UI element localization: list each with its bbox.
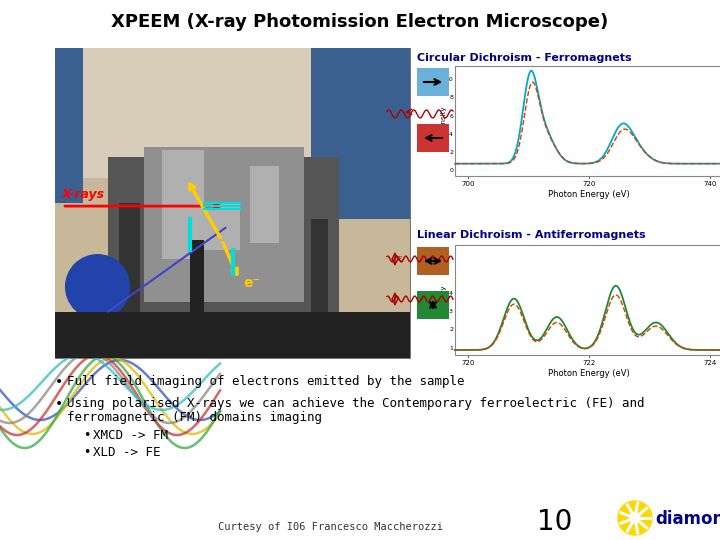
Text: 1: 1 — [449, 346, 453, 350]
Text: 720: 720 — [582, 181, 595, 187]
Bar — [55, 48, 410, 358]
Text: 722: 722 — [582, 360, 595, 366]
Text: E: E — [397, 256, 401, 262]
Text: 700: 700 — [462, 181, 475, 187]
Bar — [417, 124, 449, 152]
Text: XMCD -> FM: XMCD -> FM — [93, 429, 168, 442]
Bar — [119, 203, 140, 342]
Bar — [417, 247, 449, 275]
Text: Curtesy of I06 Francesco Maccherozzi: Curtesy of I06 Francesco Maccherozzi — [217, 522, 443, 532]
Text: 4: 4 — [449, 291, 453, 296]
Text: Circular Dichroism - Ferromagnets: Circular Dichroism - Ferromagnets — [417, 53, 631, 63]
Text: 2: 2 — [449, 327, 453, 332]
Bar — [455, 66, 720, 176]
Text: 10: 10 — [445, 77, 453, 82]
Text: Photon Energy (eV): Photon Energy (eV) — [548, 190, 630, 199]
Text: L₂: L₂ — [610, 88, 619, 98]
Bar — [310, 48, 410, 219]
Bar — [251, 166, 279, 244]
Text: diamond: diamond — [655, 510, 720, 528]
Text: 724: 724 — [703, 360, 716, 366]
Bar — [55, 48, 410, 358]
Text: LaFeO₃: LaFeO₃ — [467, 247, 505, 257]
Text: Photon Energy (eV): Photon Energy (eV) — [548, 369, 630, 378]
Text: Intensity: Intensity — [440, 285, 446, 315]
Text: L₂: L₂ — [467, 259, 477, 269]
Text: e⁻: e⁻ — [243, 276, 260, 289]
Bar — [55, 48, 84, 203]
Text: 10: 10 — [537, 508, 572, 536]
Text: Using polarised X-rays we can achieve the Contemporary ferroelectric (FE) and: Using polarised X-rays we can achieve th… — [67, 397, 644, 410]
Text: •: • — [83, 446, 91, 459]
Bar — [417, 291, 449, 319]
Text: Full field imaging of electrons emitted by the sample: Full field imaging of electrons emitted … — [67, 375, 464, 388]
Bar — [455, 245, 720, 355]
Bar — [55, 312, 410, 358]
Circle shape — [66, 255, 130, 319]
Text: 2: 2 — [449, 150, 453, 155]
Text: ferromagnetic (FM) domains imaging: ferromagnetic (FM) domains imaging — [67, 411, 322, 424]
Bar — [144, 147, 304, 302]
Text: •: • — [55, 375, 63, 389]
Text: 6: 6 — [449, 113, 453, 118]
Text: Intensity: Intensity — [440, 106, 446, 136]
Text: XLD -> FE: XLD -> FE — [93, 446, 161, 459]
Text: Linear Dichroism - Antiferromagnets: Linear Dichroism - Antiferromagnets — [417, 230, 646, 240]
Circle shape — [618, 501, 652, 535]
Text: 4: 4 — [449, 132, 453, 137]
Circle shape — [630, 513, 640, 523]
Bar — [417, 68, 449, 96]
Text: •: • — [83, 429, 91, 442]
Text: 3: 3 — [449, 309, 453, 314]
Bar — [161, 150, 204, 259]
Bar — [204, 203, 240, 249]
Text: Fe: Fe — [480, 70, 493, 80]
Text: 740: 740 — [703, 181, 716, 187]
Text: L₃: L₃ — [530, 70, 539, 80]
Text: XPEEM (X-ray Photomission Electron Microscope): XPEEM (X-ray Photomission Electron Micro… — [112, 13, 608, 31]
Bar — [55, 48, 410, 178]
Bar — [310, 219, 328, 342]
Text: •: • — [55, 397, 63, 411]
Text: 0: 0 — [449, 168, 453, 173]
Bar — [190, 240, 204, 349]
Text: 720: 720 — [462, 360, 475, 366]
Bar — [108, 157, 339, 358]
Text: 8: 8 — [449, 95, 453, 100]
Text: X-rays: X-rays — [62, 188, 105, 201]
